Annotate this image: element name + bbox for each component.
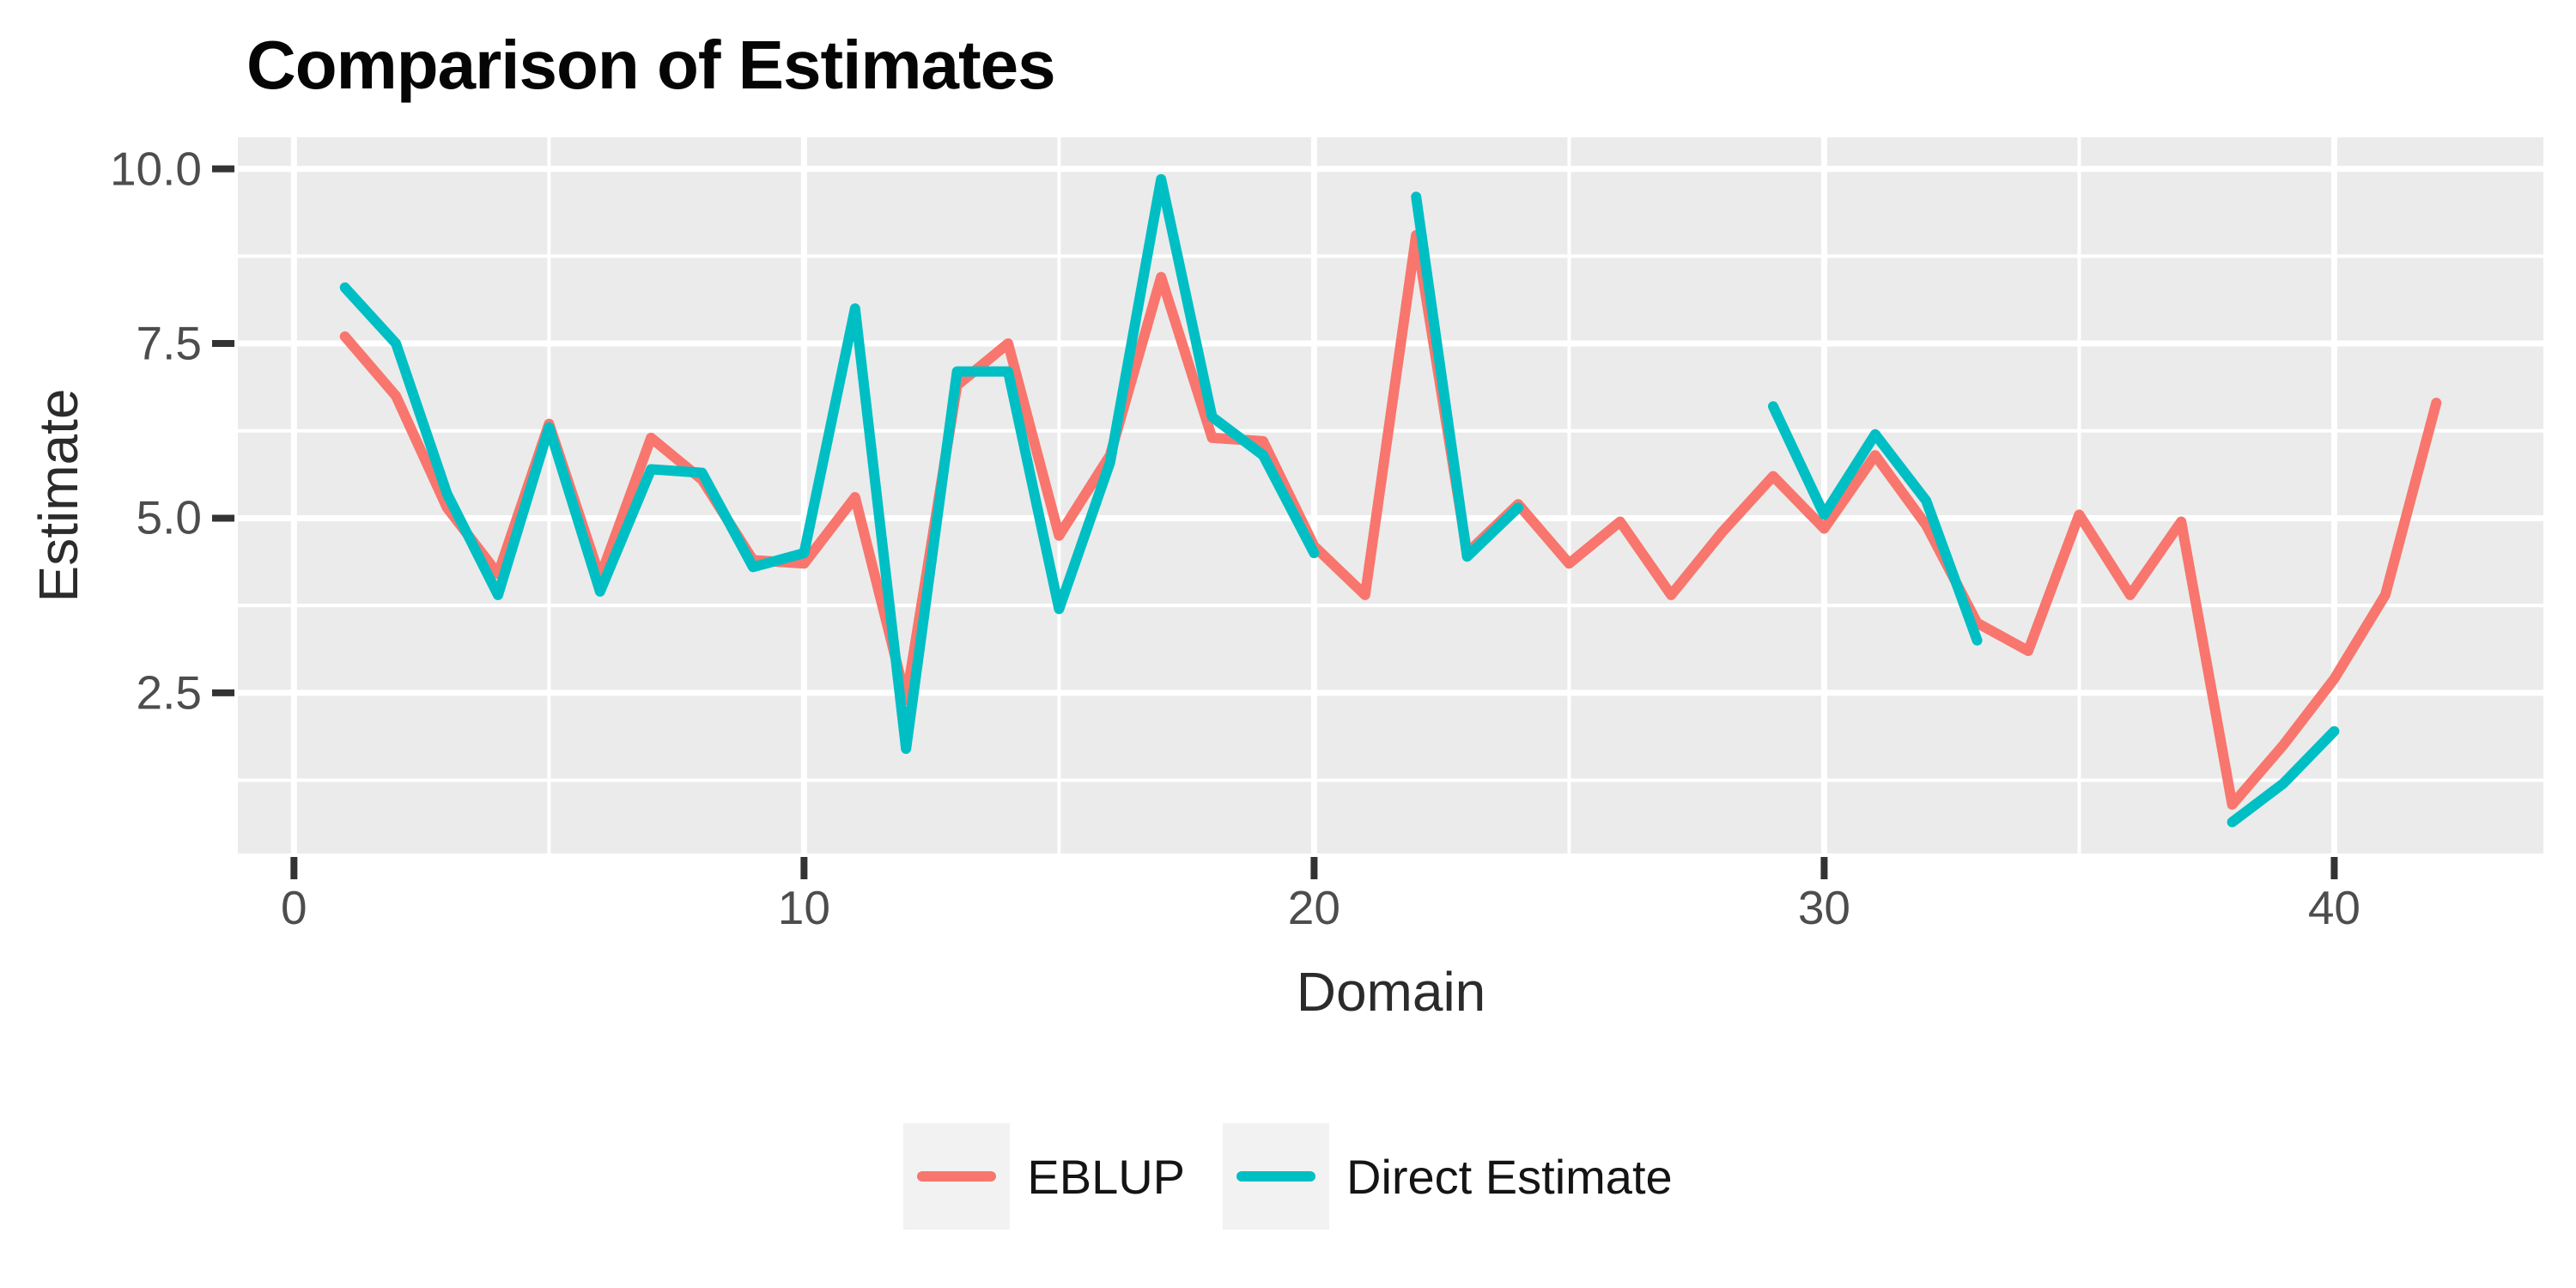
- legend-item-eblup: EBLUP: [903, 1123, 1185, 1230]
- y-axis-title: Estimate: [27, 388, 89, 603]
- legend-label-eblup: EBLUP: [1027, 1149, 1185, 1204]
- x-tick-label: 10: [777, 881, 830, 934]
- y-tick-label: 2.5: [136, 665, 202, 720]
- axis-tick-marks: [212, 165, 2338, 879]
- x-tick-label: 40: [2307, 881, 2361, 934]
- legend-label-direct-estimate: Direct Estimate: [1346, 1149, 1673, 1204]
- x-tick-label: 20: [1287, 881, 1340, 934]
- plot-panel: [238, 137, 2543, 854]
- x-tick-label: 0: [281, 881, 307, 934]
- legend-key-eblup: [903, 1123, 1011, 1230]
- direct-estimate-line-swatch-icon: [1236, 1171, 1315, 1182]
- chart-title: Comparison of Estimates: [246, 27, 1056, 103]
- x-axis-title: Domain: [1296, 961, 1486, 1023]
- y-tick-label: 5.0: [136, 490, 202, 544]
- legend-key-direct-estimate: [1223, 1123, 1329, 1230]
- major-gridlines: [238, 137, 2543, 854]
- x-tick-label: 30: [1797, 881, 1851, 934]
- y-tick-label: 10.0: [109, 142, 202, 196]
- y-tick-label: 7.5: [136, 316, 202, 370]
- legend-item-direct-estimate: Direct Estimate: [1223, 1123, 1673, 1230]
- chart-legend: EBLUP Direct Estimate: [0, 1123, 2576, 1230]
- eblup-line-swatch-icon: [917, 1171, 997, 1182]
- series-line-direct-estimate: [339, 173, 2340, 828]
